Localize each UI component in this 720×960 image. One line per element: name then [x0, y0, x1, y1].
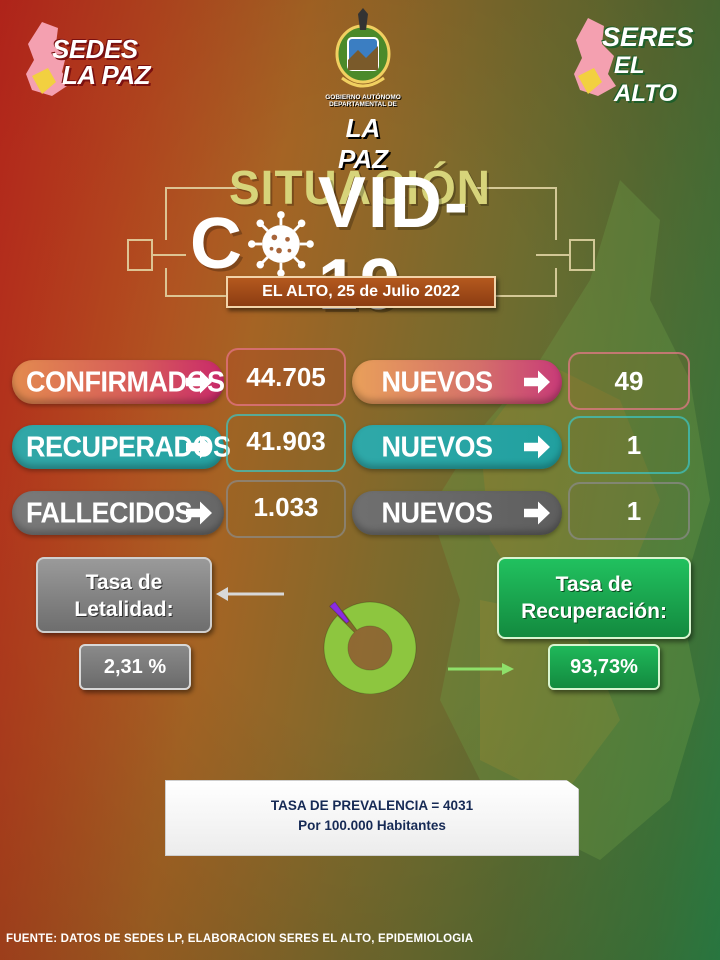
arrow-right-icon: [186, 435, 212, 459]
title-frame-lines: [127, 187, 595, 297]
rate-donut-chart: [323, 601, 417, 694]
covid-title: C VID-19: [190, 163, 540, 325]
fallecidos-nuevos-label: NUEVOS: [352, 490, 562, 536]
recuperados-value: 41.903: [226, 414, 346, 472]
covid-title-left: C: [190, 204, 244, 284]
tasa-recuperacion-line1: Tasa de: [555, 573, 633, 596]
date-banner: EL ALTO, 25 de Julio 2022: [226, 276, 496, 308]
gobernacion-la-paz-logo: GOBIERNO AUTÓNOMO DEPARTAMENTAL DE LA PA…: [318, 8, 408, 174]
sedes-logo-mark: [26, 22, 70, 96]
tasa-letalidad-label: Tasa de Letalidad:: [36, 557, 212, 633]
confirmados-nuevos-value: 49: [568, 352, 690, 410]
nuevos-label-text: NUEVOS: [381, 496, 493, 529]
recuperados-label: RECUPERADOS: [12, 424, 231, 470]
arrow-right-icon: [448, 663, 514, 675]
gobernacion-la-paz-text: LA PAZ: [337, 113, 389, 174]
donut-slice-letalidad: [328, 601, 350, 625]
source-footer: FUENTE: DATOS DE SEDES LP, ELABORACION S…: [6, 933, 474, 945]
confirmados-nuevos-label: NUEVOS: [352, 359, 562, 405]
arrow-right-icon: [524, 370, 550, 394]
tasa-recuperacion-label: Tasa de Recuperación:: [497, 557, 691, 639]
arrow-left-icon: [216, 587, 284, 601]
tasa-letalidad-value: 2,31 %: [79, 644, 191, 690]
tasa-recuperacion-line2: Recuperación:: [521, 600, 667, 623]
fallecidos-label-text: FALLECIDOS: [26, 496, 193, 529]
prevalence-line1: TASA DE PREVALENCIA = 4031: [270, 798, 474, 813]
tasa-letalidad-line2: Letalidad:: [74, 598, 174, 621]
tasa-recuperacion-value: 93,73%: [548, 644, 660, 690]
prevalence-line2: Por 100.000 Habitantes: [298, 818, 446, 833]
tasa-letalidad-line1: Tasa de: [85, 571, 163, 594]
fallecidos-value: 1.033: [226, 480, 346, 538]
fallecidos-nuevos-value: 1: [568, 482, 690, 540]
sedes-la-paz-logo: SEDES LA PAZ: [22, 20, 162, 100]
nuevos-label-text: NUEVOS: [381, 365, 493, 398]
virus-icon: [248, 211, 314, 277]
seres-logo-line1: SERES: [602, 22, 694, 52]
arrow-right-icon: [524, 501, 550, 525]
gobernacion-line2: DEPARTAMENTAL DE: [329, 101, 397, 108]
sedes-logo-line2: LA PAZ: [62, 60, 151, 90]
donut-hole: [348, 626, 392, 670]
gobernacion-line1: GOBIERNO AUTÓNOMO: [325, 94, 401, 101]
recuperados-nuevos-label: NUEVOS: [352, 424, 562, 470]
recuperados-nuevos-value: 1: [568, 416, 690, 474]
coat-of-arms-icon: [335, 8, 391, 88]
seres-el-alto-logo: SERES EL ALTO: [570, 14, 710, 107]
seres-logo-mark: [574, 18, 616, 96]
seres-logo-line2: EL ALTO: [614, 52, 678, 107]
sedes-logo-line1: SEDES: [52, 34, 138, 64]
nuevos-label-text: NUEVOS: [381, 430, 493, 463]
arrow-right-icon: [524, 435, 550, 459]
arrow-right-icon: [186, 501, 212, 525]
arrow-right-icon: [186, 370, 212, 394]
situacion-title: SITUACIÓN: [229, 159, 491, 215]
prevalence-box: TASA DE PREVALENCIA = 4031 Por 100.000 H…: [165, 780, 579, 856]
confirmados-label: CONFIRMADOS: [12, 359, 225, 405]
fallecidos-label: FALLECIDOS: [12, 490, 224, 536]
gobernacion-text: GOBIERNO AUTÓNOMO DEPARTAMENTAL DE: [318, 94, 408, 108]
confirmados-value: 44.705: [226, 348, 346, 406]
